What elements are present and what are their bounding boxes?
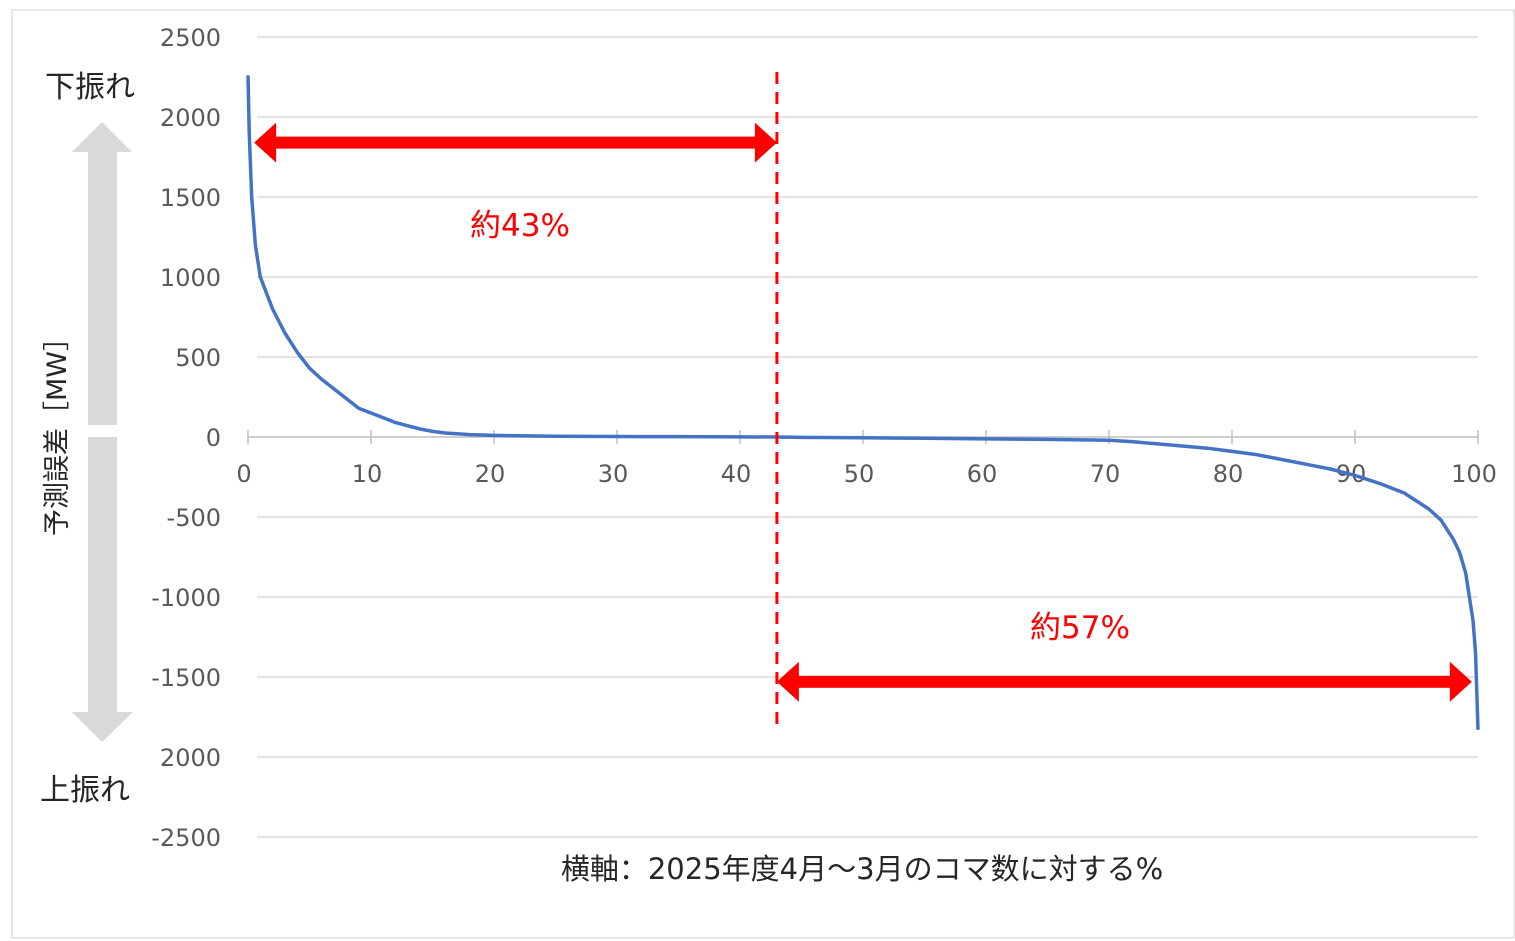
x-tick-label: 100 — [1451, 460, 1497, 488]
axis-ticks: 25002000150010005000-500-1000-15002000-2… — [151, 24, 1497, 852]
x-tick-label: 80 — [1213, 460, 1244, 488]
right-span-arrow — [776, 661, 1472, 702]
y-tick-label: 2000 — [160, 104, 221, 132]
arrowhead-right-icon — [754, 122, 777, 163]
x-tick-label: 30 — [598, 460, 629, 488]
direction-guide-arrows — [72, 122, 133, 742]
x-tick-label: 60 — [967, 460, 998, 488]
x-tick-label: 50 — [844, 460, 875, 488]
arrowhead-right-icon — [1449, 661, 1472, 702]
gridlines — [257, 36, 1478, 838]
up-direction-arrow-icon — [72, 122, 132, 425]
downswing-label: 下振れ — [45, 70, 135, 105]
right-span-label: 約57% — [1030, 610, 1130, 646]
x-tick-label: 70 — [1090, 460, 1121, 488]
y-tick-label: -1500 — [151, 664, 221, 692]
y-tick-label: 2500 — [160, 24, 221, 52]
x-tick-label: 40 — [721, 460, 752, 488]
y-tick-label: 1500 — [160, 184, 221, 212]
arrowhead-left-icon — [776, 661, 799, 702]
chart-frame — [11, 9, 1515, 939]
y-tick-label: 0 — [206, 424, 221, 452]
y-tick-label: 500 — [175, 344, 221, 372]
left-span-label: 約43% — [470, 208, 570, 244]
y-axis-label: 予測誤差［MW］ — [42, 324, 73, 536]
arrowhead-left-icon — [254, 122, 277, 163]
down-direction-arrow-icon — [72, 437, 133, 742]
span-arrow-shaft — [274, 136, 757, 149]
upswing-label: 上振れ — [40, 773, 130, 808]
x-tick-label: 20 — [475, 460, 506, 488]
y-tick-label: 2000 — [160, 744, 221, 772]
x-axis-label: 横軸：2025年度4月～3月のコマ数に対する% — [561, 852, 1163, 886]
y-tick-label: -500 — [167, 504, 221, 532]
x-tick-label: 10 — [352, 460, 383, 488]
y-tick-label: 1000 — [160, 264, 221, 292]
left-span-arrow — [254, 122, 777, 163]
y-tick-label: -2500 — [151, 824, 221, 852]
span-arrow-shaft — [796, 675, 1452, 688]
y-tick-label: -1000 — [151, 584, 221, 612]
x-tick-label: 0 — [236, 460, 251, 488]
